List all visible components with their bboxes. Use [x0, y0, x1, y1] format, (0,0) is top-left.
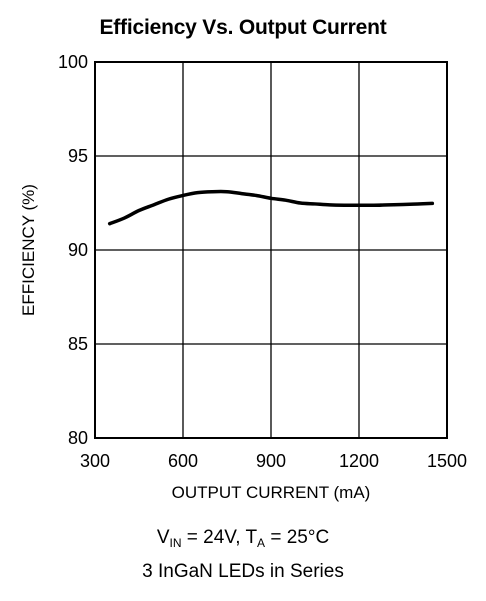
x-axis-label: OUTPUT CURRENT (mA)	[172, 483, 371, 502]
y-tick-label: 80	[68, 428, 88, 448]
ta-value: = 25°C	[265, 527, 330, 548]
y-tick-label: 90	[68, 240, 88, 260]
x-tick-label: 600	[168, 451, 198, 471]
ta-subscript: A	[257, 536, 266, 550]
vin-value: = 24V,	[181, 527, 246, 548]
y-axis-label: EFFICIENCY (%)	[19, 184, 38, 316]
ta-symbol: T	[245, 527, 258, 548]
efficiency-curve-0	[107, 189, 435, 226]
x-tick-label: 300	[80, 451, 110, 471]
y-tick-label: 100	[58, 52, 88, 72]
grid-lines	[95, 62, 447, 438]
series-layer	[107, 189, 435, 226]
vin-subscript: IN	[169, 536, 182, 550]
test-conditions-voltage-temperature: VIN = 24V, TA = 25°C	[0, 527, 486, 550]
test-conditions-led-config: 3 InGaN LEDs in Series	[142, 561, 344, 582]
tick-labels: 300 600 900 1200 1500 80 85 90 95 100	[58, 52, 467, 471]
y-tick-label: 85	[68, 334, 88, 354]
x-tick-label: 1200	[339, 451, 379, 471]
x-tick-label: 1500	[427, 451, 467, 471]
y-tick-label: 95	[68, 146, 88, 166]
plot-frame	[94, 61, 448, 439]
vin-symbol: V	[156, 527, 170, 548]
x-tick-label: 900	[256, 451, 286, 471]
chart-title: Efficiency Vs. Output Current	[99, 16, 387, 39]
